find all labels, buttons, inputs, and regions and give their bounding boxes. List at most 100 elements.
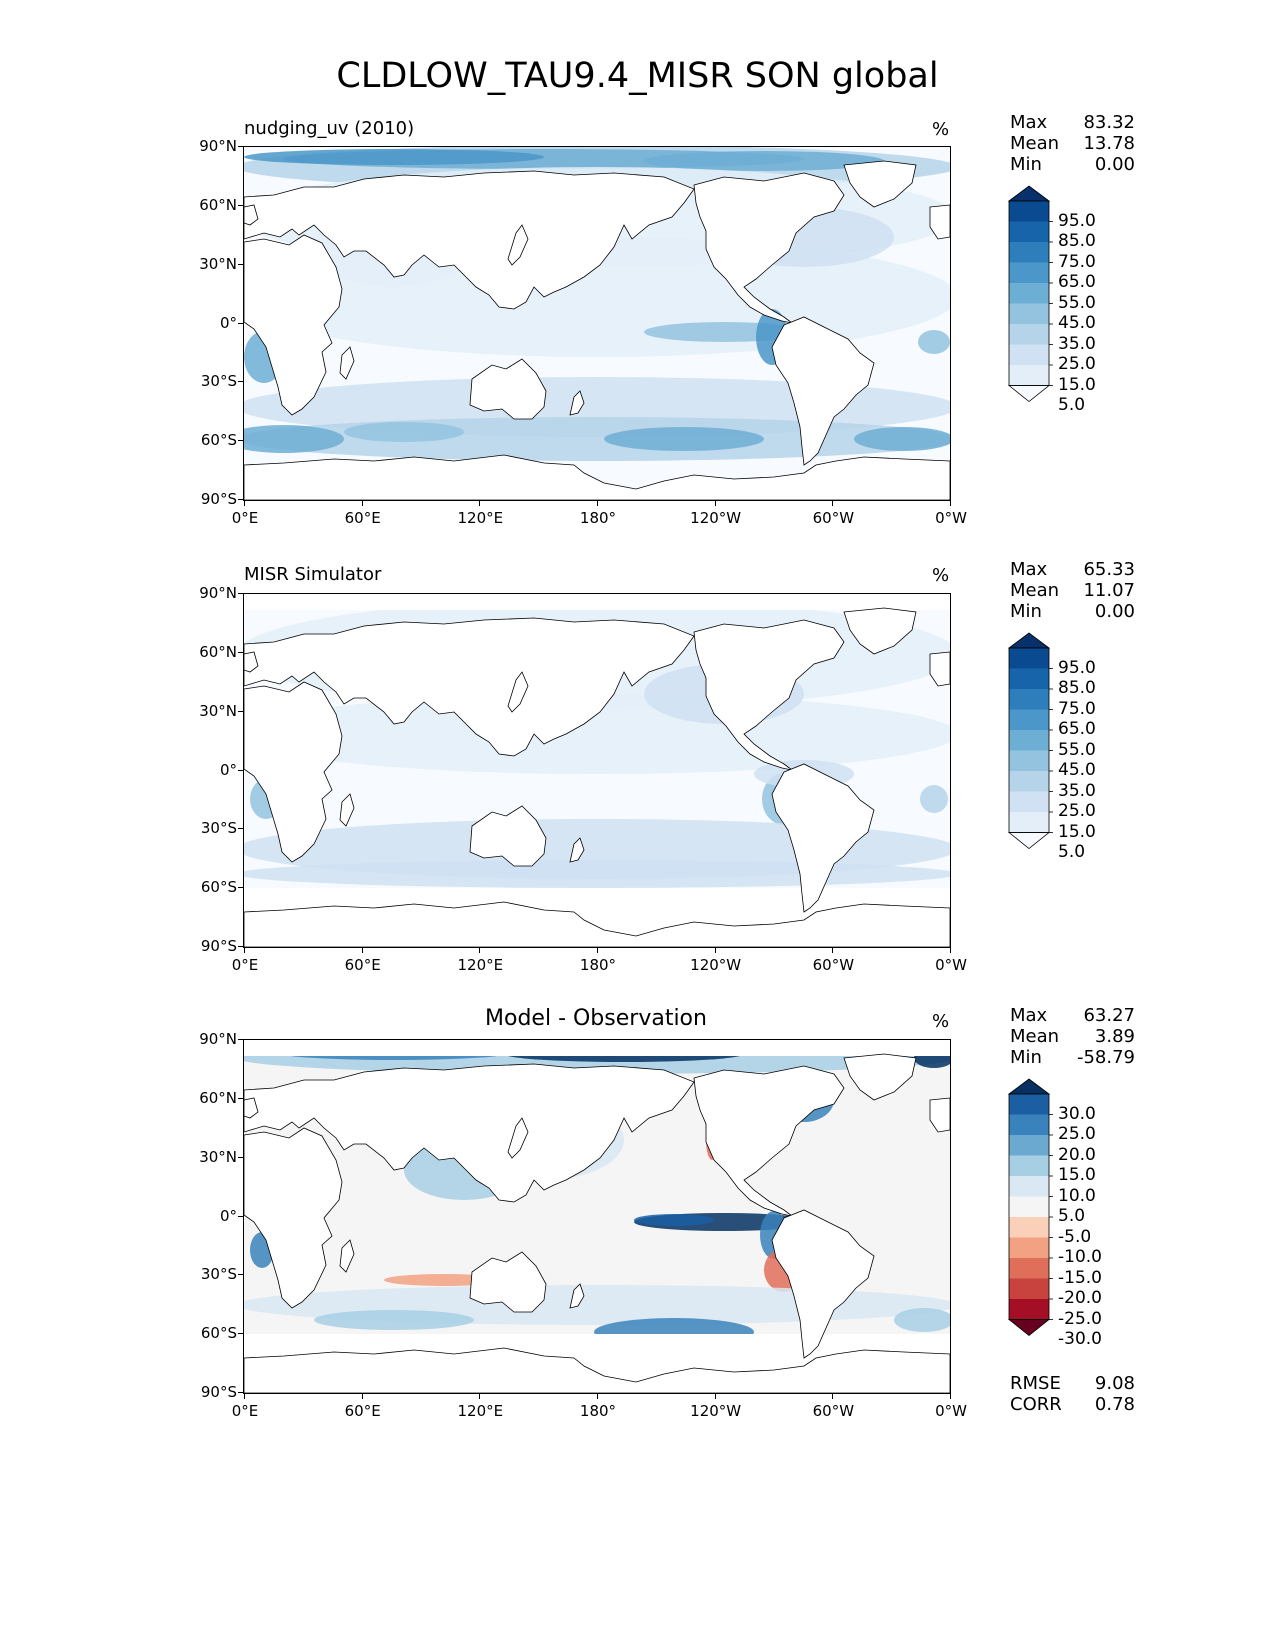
- coastline-greenland: [843, 1053, 917, 1101]
- lon-tick-mark: [361, 948, 363, 953]
- lat-tick-label: 0°: [219, 1206, 237, 1225]
- panel-1-stats: Max 83.32 Mean 13.78 Min 0.00: [1010, 112, 1135, 175]
- coastline-antarctica: [244, 1347, 950, 1393]
- colorbar-extend-max: [1007, 1078, 1051, 1095]
- lat-tick-label: 0°: [219, 760, 237, 779]
- coastline-samerica: [771, 316, 875, 466]
- lon-tick-mark: [597, 1394, 598, 1399]
- no-data-band: [244, 594, 950, 610]
- colorbar-frame: [1008, 647, 1050, 833]
- colorbar-label: 20.0: [1058, 1144, 1096, 1165]
- colorbar-extend-min: [1007, 832, 1051, 850]
- lat-tick-mark: [238, 204, 243, 206]
- colorbar-label: 55.0: [1058, 292, 1096, 313]
- map-field: [244, 147, 950, 500]
- lon-tick-mark: [832, 1394, 834, 1399]
- lat-tick-mark: [238, 710, 243, 712]
- coastline-japan: [507, 671, 529, 713]
- lon-tick-label: 0°E: [231, 509, 259, 527]
- coastline-nz: [569, 1283, 585, 1309]
- lon-tick-mark: [361, 501, 363, 506]
- corr-label: CORR: [1010, 1394, 1062, 1415]
- lat-tick-label: 30°N: [199, 701, 237, 720]
- coastline-eurasia: [244, 617, 695, 757]
- lat-tick-mark: [238, 440, 243, 442]
- lon-tick-label: 180°: [579, 1402, 617, 1420]
- colorbar-extend-max: [1007, 185, 1051, 202]
- coastline-africa: [244, 1127, 343, 1309]
- coastline-westeurope: [929, 204, 950, 240]
- lon-tick-label: 120°W: [690, 1402, 742, 1420]
- lat-tick-mark: [238, 828, 243, 830]
- colorbar-segment: [1009, 365, 1049, 386]
- colorbar-segment: [1009, 1237, 1049, 1258]
- colorbar-segment: [1009, 689, 1049, 710]
- lat-tick-mark: [238, 1333, 243, 1335]
- lat-tick-label: 90°N: [199, 137, 237, 155]
- max-label: Max: [1010, 112, 1048, 133]
- colorbar-extend-min: [1007, 1319, 1051, 1337]
- colorbar-segment: [1009, 1258, 1049, 1279]
- colorbar-segment: [1009, 344, 1049, 365]
- colorbar-label: 25.0: [1058, 354, 1096, 374]
- lon-tick-mark: [950, 1394, 951, 1399]
- coastline-uk: [244, 1097, 259, 1119]
- lat-tick-mark: [238, 1097, 243, 1099]
- lon-tick-label: 180°: [579, 509, 617, 527]
- colorbar-label: 85.0: [1058, 678, 1096, 698]
- colorbar-label: 65.0: [1058, 272, 1096, 292]
- lat-tick-label: 60°S: [200, 431, 237, 450]
- max-label: Max: [1010, 559, 1048, 580]
- figure-title: CLDLOW_TAU9.4_MISR SON global: [336, 56, 939, 96]
- colorbar-segment: [1009, 1094, 1049, 1115]
- lat-tick-mark: [238, 1156, 243, 1158]
- lon-tick-label: 120°E: [457, 1402, 504, 1420]
- lon-tick-label: 0°W: [935, 1402, 967, 1420]
- field-blob: [344, 422, 464, 442]
- panel-1-map: [243, 146, 951, 501]
- colorbar-label: 65.0: [1058, 719, 1096, 739]
- field-blob: [604, 427, 764, 451]
- lon-tick-label: 180°: [579, 956, 617, 974]
- lon-tick-label: 60°W: [812, 509, 855, 527]
- coastline-greenland: [843, 607, 917, 655]
- lat-tick-label: 90°N: [199, 584, 237, 602]
- coastline-uk: [244, 204, 259, 226]
- coastline-uk: [244, 651, 259, 673]
- coastline-africa: [244, 234, 343, 416]
- mean-label: Mean: [1010, 580, 1060, 601]
- max-value: 63.27: [1083, 1005, 1135, 1026]
- colorbar-extend-min: [1007, 385, 1051, 403]
- panel-2-stats: Max 65.33 Mean 11.07 Min 0.00: [1010, 559, 1135, 622]
- lat-tick-label: 90°S: [200, 490, 237, 508]
- lat-tick-mark: [238, 593, 243, 594]
- coastline-samerica: [771, 763, 875, 913]
- colorbar-label: 30.0: [1058, 1103, 1096, 1124]
- colorbar-segment: [1009, 303, 1049, 324]
- lon-tick-mark: [950, 948, 951, 953]
- colorbar-label: -20.0: [1058, 1288, 1102, 1308]
- lat-tick-label: 60°N: [199, 1088, 237, 1107]
- lon-tick-mark: [479, 1394, 481, 1399]
- panel-2-map: [243, 593, 951, 948]
- coastline-africa: [244, 681, 343, 863]
- lat-tick-mark: [238, 651, 243, 653]
- lat-tick-label: 60°N: [199, 195, 237, 214]
- coastline-antarctica: [244, 454, 950, 500]
- lon-tick-label: 0°E: [231, 1402, 259, 1420]
- colorbar-label: 15.0: [1058, 374, 1096, 395]
- lat-tick-mark: [238, 1215, 243, 1217]
- panel-2-title: MISR Simulator: [244, 564, 382, 585]
- min-label: Min: [1010, 601, 1042, 622]
- lon-tick-mark: [950, 501, 951, 506]
- lon-tick-mark: [244, 1394, 245, 1399]
- colorbar-segment: [1009, 242, 1049, 263]
- min-value: -58.79: [1076, 1047, 1135, 1068]
- lon-tick-label: 0°W: [935, 956, 967, 974]
- field-blob: [244, 860, 950, 888]
- lon-tick-label: 120°W: [690, 509, 742, 527]
- lon-tick-mark: [361, 1394, 363, 1399]
- no-data-band: [244, 1040, 950, 1056]
- colorbar-segment: [1009, 791, 1049, 812]
- coastline-namerica: [693, 619, 845, 771]
